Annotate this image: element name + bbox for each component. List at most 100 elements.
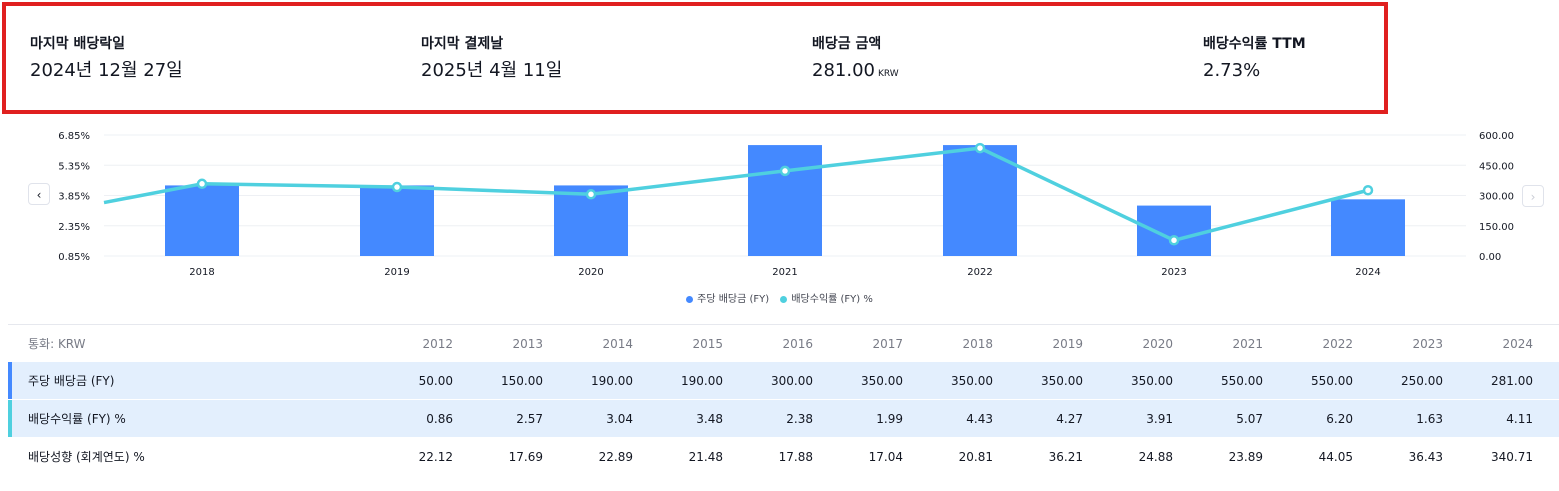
chart-bar xyxy=(943,145,1017,256)
right-axis-tick: 150.00 xyxy=(1479,222,1514,233)
right-axis-tick: 600.00 xyxy=(1479,131,1514,142)
table-cell: 550.00 xyxy=(1221,373,1263,388)
table-row-payout-ratio[interactable]: 배당성향 (회계연도) % 22.12 17.69 22.89 21.48 17.88 1… xyxy=(8,438,1559,475)
left-axis-tick: 6.85% xyxy=(58,131,90,142)
table-cell: 4.11 xyxy=(1506,411,1533,426)
chart-point xyxy=(391,181,403,193)
currency-unit: KRW xyxy=(877,69,899,79)
dividend-table: 통화: KRW 2012 2013 2014 2015 2016 2017 2018 2019… xyxy=(8,324,1559,475)
summary-label: 마지막 결제날 xyxy=(421,36,504,52)
chart-legend: 주당 배당금 (FY) 배당수익률 (FY) % xyxy=(0,290,1559,305)
year-header: 2018 xyxy=(962,336,993,351)
table-cell: 350.00 xyxy=(1041,373,1083,388)
chart-point xyxy=(1168,235,1180,246)
chart-point xyxy=(779,165,791,177)
table-cell: 1.99 xyxy=(876,411,903,426)
left-axis-tick: 5.35% xyxy=(58,161,90,172)
table-cell: 3.91 xyxy=(1146,411,1173,426)
summary-label: 마지막 배당락일 xyxy=(30,36,126,52)
left-axis-tick: 2.35% xyxy=(58,222,90,233)
summary-card-dividend-yield: 배당수익률 TTM 2.73% xyxy=(1203,34,1306,84)
year-header: 2015 xyxy=(692,336,723,351)
legend-dot-icon xyxy=(686,295,694,303)
table-row-dividend-per-share[interactable]: 주당 배당금 (FY) 50.00 150.00 190.00 190.00 300.0… xyxy=(8,362,1559,399)
table-cell: 44.05 xyxy=(1318,449,1353,464)
chart-bar xyxy=(165,185,239,256)
summary-card-ex-dividend-date: 마지막 배당락일 2024년 12월 27일 xyxy=(30,34,183,84)
year-header: 2012 xyxy=(422,336,453,351)
table-cell: 350.00 xyxy=(1131,373,1173,388)
summary-value: 2024년 12월 27일 xyxy=(30,60,183,81)
year-header: 2023 xyxy=(1412,336,1443,351)
row-label: 배당수익률 (FY) % xyxy=(28,412,126,426)
left-axis-tick: 0.85% xyxy=(58,252,90,263)
table-cell: 36.43 xyxy=(1408,449,1443,464)
table-cell: 150.00 xyxy=(501,373,543,388)
chart-line xyxy=(103,146,1369,243)
table-cell: 50.00 xyxy=(418,373,453,388)
chart-point xyxy=(1362,185,1374,196)
year-header-cells: 2012 2013 2014 2015 2016 2017 2018 2019 2020 2021… xyxy=(363,337,1533,351)
x-axis-tick: 2022 xyxy=(967,267,992,278)
chart-bar xyxy=(1137,205,1211,256)
year-header: 2020 xyxy=(1142,336,1173,351)
legend-label: 주당 배당금 (FY) xyxy=(697,294,770,305)
table-cell: 17.69 xyxy=(508,449,543,464)
table-cell: 21.48 xyxy=(688,449,723,464)
row-values: 22.12 17.69 22.89 21.48 17.88 17.04 20.81 36.21… xyxy=(363,450,1533,464)
table-cell: 2.38 xyxy=(786,411,813,426)
year-header: 2021 xyxy=(1232,336,1263,351)
table-cell: 281.00 xyxy=(1491,373,1533,388)
summary-value: 2.73% xyxy=(1203,60,1261,81)
summary-card-payment-date: 마지막 결제날 2025년 4월 11일 xyxy=(421,34,562,84)
row-label: 주당 배당금 (FY) xyxy=(28,374,115,388)
row-values: 50.00 150.00 190.00 190.00 300.00 350.00 350.0… xyxy=(363,374,1533,388)
year-header: 2022 xyxy=(1322,336,1353,351)
x-axis-tick: 2023 xyxy=(1161,267,1186,278)
legend-item-dividend: 주당 배당금 (FY) xyxy=(686,290,769,305)
table-cell: 250.00 xyxy=(1401,373,1443,388)
table-cell: 550.00 xyxy=(1311,373,1353,388)
row-color-indicator xyxy=(8,362,12,399)
table-cell: 23.89 xyxy=(1228,449,1263,464)
legend-label: 배당수익률 (FY) % xyxy=(791,294,873,305)
currency-label: 통화: KRW xyxy=(28,337,86,351)
x-axis-tick: 2019 xyxy=(384,267,409,278)
chart-next-button[interactable]: › xyxy=(1522,185,1544,207)
table-cell: 3.48 xyxy=(696,411,723,426)
x-axis-tick: 2021 xyxy=(772,267,797,278)
table-cell: 4.27 xyxy=(1056,411,1083,426)
table-cell: 4.43 xyxy=(966,411,993,426)
dividend-chart-canvas: 6.85% 5.35% 3.85% 2.35% 0.85% 600.00 450.00 300… xyxy=(58,131,1514,278)
row-label: 배당성향 (회계연도) % xyxy=(28,450,145,464)
table-row-dividend-yield[interactable]: 배당수익률 (FY) % 0.86 2.57 3.04 3.48 2.38 1.99 4.4… xyxy=(8,400,1559,437)
table-cell: 190.00 xyxy=(681,373,723,388)
chart-point xyxy=(585,189,597,200)
right-axis-tick: 300.00 xyxy=(1479,192,1514,203)
chart-prev-button[interactable]: ‹ xyxy=(28,183,50,205)
dividend-chart: 6.85% 5.35% 3.85% 2.35% 0.85% 600.00 450.00 300… xyxy=(0,118,1559,318)
chart-point xyxy=(974,142,986,154)
chart-bar xyxy=(748,145,822,256)
table-cell: 5.07 xyxy=(1236,411,1263,426)
row-color-indicator xyxy=(8,400,12,437)
table-cell: 6.20 xyxy=(1326,411,1353,426)
summary-label: 배당금 금액 xyxy=(812,36,882,52)
table-cell: 340.71 xyxy=(1491,449,1533,464)
legend-item-yield: 배당수익률 (FY) % xyxy=(780,290,873,305)
x-axis-tick: 2018 xyxy=(189,267,214,278)
right-axis-tick: 0.00 xyxy=(1479,252,1501,263)
x-axis-tick: 2024 xyxy=(1355,267,1380,278)
chevron-left-icon: ‹ xyxy=(36,188,42,202)
table-cell: 20.81 xyxy=(958,449,993,464)
summary-value: 281.00 KRW xyxy=(812,60,899,81)
table-header-row: 통화: KRW 2012 2013 2014 2015 2016 2017 2018 2019… xyxy=(8,325,1559,362)
dividend-summary: 마지막 배당락일 2024년 12월 27일 마지막 결제날 2025년 4월 … xyxy=(2,2,1388,114)
table-cell: 36.21 xyxy=(1048,449,1083,464)
table-cell: 1.63 xyxy=(1416,411,1443,426)
year-header: 2013 xyxy=(512,336,543,351)
right-axis-tick: 450.00 xyxy=(1479,161,1514,172)
table-cell: 3.04 xyxy=(606,411,633,426)
year-header: 2019 xyxy=(1052,336,1083,351)
left-axis-tick: 3.85% xyxy=(58,192,90,203)
